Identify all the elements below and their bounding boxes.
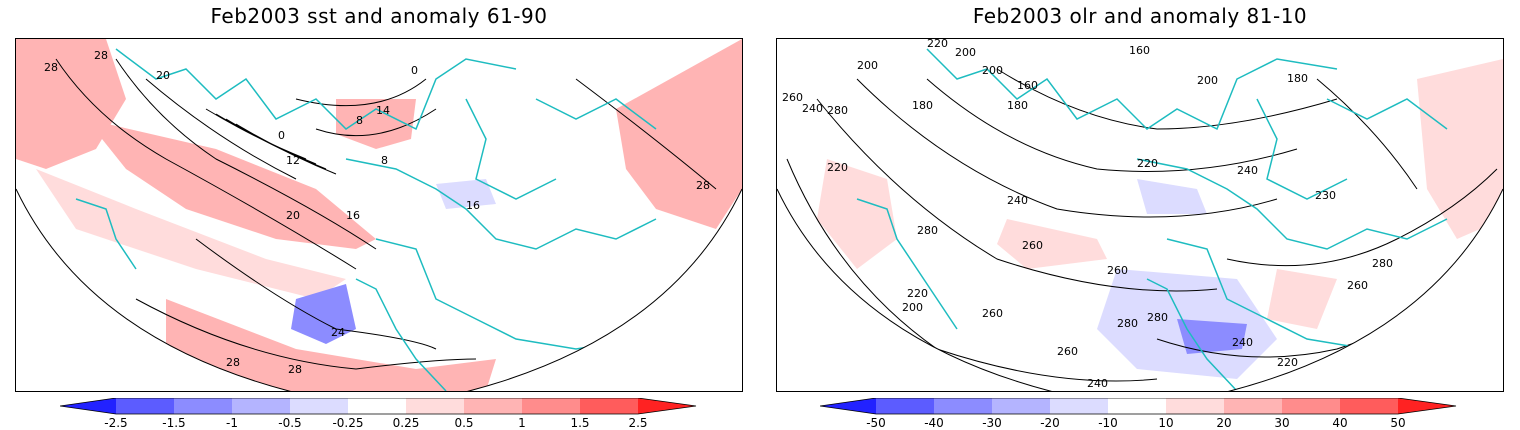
olr-contour-label: 160 [1129, 44, 1150, 57]
olr-contour-label: 200 [1197, 74, 1218, 87]
colorbar-tick: -20 [1040, 416, 1060, 428]
colorbar-tick: -10 [1098, 416, 1118, 428]
colorbar-tick: -50 [866, 416, 886, 428]
colorbar-tick: 50 [1390, 416, 1405, 428]
olr-anomaly-neg-southwest [807, 289, 977, 391]
colorbar-tick: 2.5 [628, 416, 647, 428]
olr-contour-label: 280 [1117, 317, 1138, 330]
sst-contour-label: 0 [411, 64, 418, 77]
olr-contour-label: 280 [1372, 257, 1393, 270]
colorbar-tick: -2.5 [104, 416, 127, 428]
colorbar-tick: 20 [1216, 416, 1231, 428]
olr-contour-label: 200 [955, 46, 976, 59]
colorbar-tick: 1.5 [570, 416, 589, 428]
sst-contour-label: 8 [381, 154, 388, 167]
olr-contour-label: 260 [982, 307, 1003, 320]
olr-anomaly-pos-east [1417, 59, 1503, 239]
sst-contour-label: 0 [278, 129, 285, 142]
olr-contour-label: 160 [1017, 79, 1038, 92]
sst-contour-label: 28 [44, 61, 58, 74]
colorbar-tick: 30 [1274, 416, 1289, 428]
olr-anomaly-pos-southeast [1267, 269, 1337, 329]
olr-map-canvas: 220 200 160 180 160 200 180 260 240 280 … [777, 39, 1503, 391]
olr-anomaly-pos-west [817, 159, 897, 269]
sst-anomaly-neg-light [436, 179, 496, 209]
olr-contour-label: 220 [827, 161, 848, 174]
olr-contour-label: 240 [802, 102, 823, 115]
olr-contour-label: 220 [1277, 356, 1298, 369]
sst-contour-label: 16 [346, 209, 360, 222]
olr-contour-label: 220 [907, 287, 928, 300]
olr-contour-label: 180 [1287, 72, 1308, 85]
colorbar-tick: 1 [518, 416, 526, 428]
sst-contour-label: 16 [466, 199, 480, 212]
sst-contour-label: 24 [331, 326, 345, 339]
olr-contour-label: 260 [782, 91, 803, 104]
sst-contour-label: 20 [156, 69, 170, 82]
olr-contour-label: 280 [1147, 311, 1168, 324]
sst-anomaly-pos-west [16, 39, 126, 169]
olr-contour-label: 180 [912, 99, 933, 112]
olr-contour-label: 200 [857, 59, 878, 72]
olr-panel-title: Feb2003 olr and anomaly 81-10 [972, 4, 1308, 28]
sst-contour-label: 28 [696, 179, 710, 192]
sst-map: 28 28 20 0 12 14 8 8 16 16 20 24 28 28 2… [15, 38, 743, 392]
olr-contour-label: 260 [1022, 239, 1043, 252]
colorbar-arrow-left [820, 398, 876, 414]
olr-contour-label: 260 [1057, 345, 1078, 358]
sst-contour-label: 28 [288, 363, 302, 376]
olr-contour-label: 260 [1347, 279, 1368, 292]
colorbar-tick: -1 [226, 416, 238, 428]
colorbar-tick: 10 [1158, 416, 1173, 428]
sst-anomaly-pos-light [36, 169, 346, 299]
colorbar-arrow-right [638, 398, 696, 414]
olr-contour-label: 220 [1137, 157, 1158, 170]
colorbar-tick: -1.5 [162, 416, 185, 428]
olr-anomaly-neg-north [1137, 179, 1207, 214]
olr-contour-label: 280 [827, 104, 848, 117]
olr-map: 220 200 160 180 160 200 180 260 240 280 … [776, 38, 1504, 392]
colorbar-arrow-left [60, 398, 116, 414]
olr-contour-label: 240 [1232, 336, 1253, 349]
colorbar-tick: 40 [1332, 416, 1347, 428]
sst-contour-label: 14 [376, 104, 390, 117]
colorbar-tick: -0.25 [332, 416, 363, 428]
olr-contour-label: 220 [927, 39, 948, 50]
olr-contour-label: 180 [1007, 99, 1028, 112]
sst-colorbar: -2.5 -1.5 -1 -0.5 -0.25 0.25 0.5 1 1.5 2… [60, 398, 697, 428]
olr-anomaly-neg-core [1177, 319, 1247, 354]
olr-colorbar: -50 -40 -30 -20 -10 10 20 30 40 50 [820, 398, 1457, 428]
olr-contour-label: 240 [1237, 164, 1258, 177]
sst-contour-label: 28 [226, 356, 240, 369]
olr-anomaly-pos-central [997, 219, 1107, 269]
colorbar-arrow-right [1398, 398, 1456, 414]
colorbar-tick: 0.25 [393, 416, 420, 428]
olr-contour-label: 240 [1087, 377, 1108, 390]
sst-contour-label: 8 [356, 114, 363, 127]
sst-panel-title: Feb2003 sst and anomaly 61-90 [210, 4, 548, 28]
olr-contour-label: 200 [982, 64, 1003, 77]
olr-contour-label: 230 [1315, 189, 1336, 202]
sst-anomaly-pos-south [166, 299, 496, 391]
colorbar-tick: -30 [982, 416, 1002, 428]
sst-contour-label: 20 [286, 209, 300, 222]
sst-anomaly-pos-central [86, 119, 376, 249]
sst-anomaly-pos-east [616, 39, 742, 229]
colorbar-tick: -40 [924, 416, 944, 428]
olr-contour-label: 200 [902, 301, 923, 314]
colorbar-tick: 0.5 [454, 416, 473, 428]
sst-contour-label: 28 [94, 49, 108, 62]
olr-contour-label: 240 [1007, 194, 1028, 207]
colorbar-tick: -0.5 [278, 416, 301, 428]
sst-contour-label: 12 [286, 154, 300, 167]
olr-contour-label: 280 [917, 224, 938, 237]
olr-contour-label: 260 [1107, 264, 1128, 277]
sst-map-canvas: 28 28 20 0 12 14 8 8 16 16 20 24 28 28 2… [16, 39, 742, 391]
sst-anomaly-pos-north [336, 99, 416, 149]
